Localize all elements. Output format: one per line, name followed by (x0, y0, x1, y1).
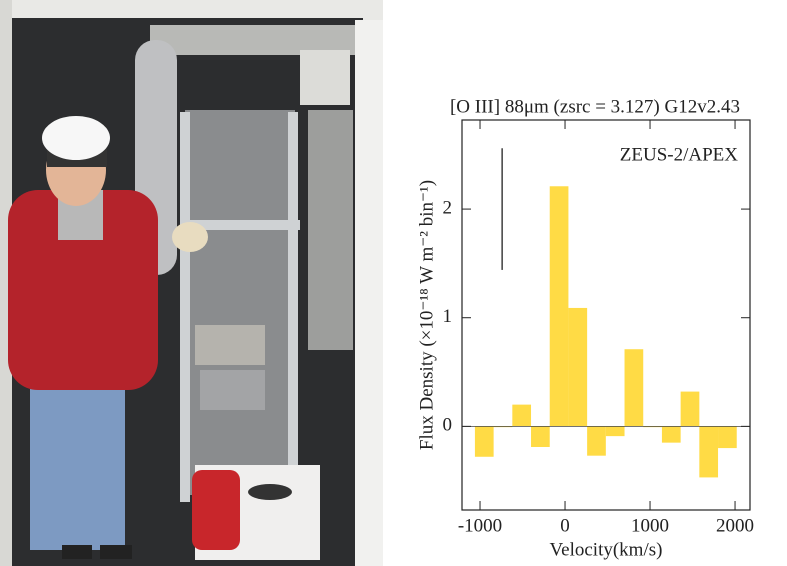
bar (681, 392, 700, 427)
bar (475, 426, 494, 456)
photo (0, 0, 383, 566)
bar (512, 405, 531, 427)
y-tick-label: 2 (443, 197, 453, 218)
y-tick-label: 1 (443, 306, 453, 327)
x-tick-label: -1000 (458, 515, 502, 536)
bar (531, 426, 550, 447)
x-tick-label: 1000 (631, 515, 669, 536)
bar (606, 426, 625, 436)
bar (550, 186, 569, 426)
y-tick-label: 0 (443, 415, 453, 436)
bar (718, 426, 737, 448)
bar (625, 349, 644, 426)
x-tick-label: 0 (560, 515, 570, 536)
bar (699, 426, 718, 477)
bar (587, 426, 606, 455)
x-axis-label: Velocity(km/s) (550, 539, 663, 560)
bar (662, 426, 681, 442)
y-axis-label: Flux Density (×10⁻¹⁸ W m⁻² bin⁻¹) (416, 180, 437, 450)
annotation: ZEUS-2/APEX (620, 144, 739, 165)
figure: [O III] 88μm (zsrc = 3.127) G12v2.43 ZEU… (0, 0, 787, 566)
x-tick-label: 2000 (716, 515, 754, 536)
chart-title: [O III] 88μm (zsrc = 3.127) G12v2.43 (450, 96, 740, 117)
bar (568, 308, 587, 426)
